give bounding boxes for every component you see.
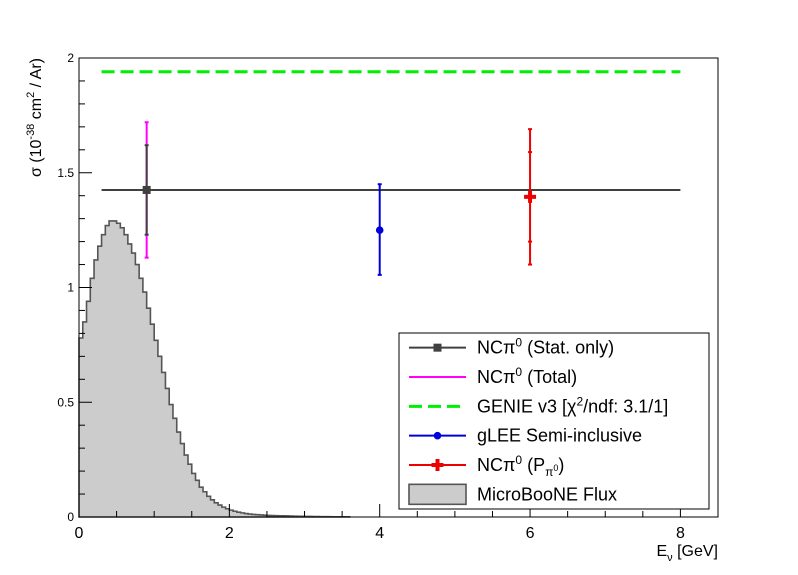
- glee-point: [375, 226, 384, 234]
- y-axis-title-exp1: -38: [25, 124, 37, 140]
- y-tick-label: 1: [67, 281, 74, 295]
- legend-ppi-marker-v: [435, 459, 440, 471]
- legend-label-genie: GENIE v3 [χ2/ndf: 3.1/1]: [477, 394, 668, 416]
- x-axis-title-sub: ν: [667, 552, 673, 564]
- legend-label-ppi: NCπ0 (Pπ0): [477, 453, 564, 479]
- x-axis-title: Eν [GeV]: [656, 543, 718, 564]
- x-tick-label: 0: [75, 525, 84, 542]
- y-tick-label: 1.5: [57, 166, 74, 180]
- y-axis-title-a: σ (10: [28, 140, 45, 178]
- legend-label-total: NCπ0 (Total): [477, 365, 577, 387]
- legend-box: [398, 332, 710, 510]
- y-tick-label: 0.5: [57, 395, 74, 409]
- stat-point: [142, 185, 151, 194]
- legend-label-glee: gLEE Semi-inclusive: [477, 426, 642, 446]
- legend-flux-swatch: [408, 483, 467, 506]
- y-tick-label: 0: [67, 510, 74, 524]
- x-tick-label: 8: [676, 525, 685, 542]
- legend-label-flux: MicroBooNE Flux: [477, 484, 617, 504]
- x-tick-label: 6: [526, 525, 535, 542]
- legend-stat-marker: [433, 343, 442, 352]
- y-axis-title-c: / Ar): [28, 58, 45, 92]
- y-tick-label: 2: [67, 51, 74, 65]
- y-axis-title-b: cm: [28, 98, 45, 124]
- flux-histogram: [78, 220, 351, 518]
- ppi-point-v: [528, 190, 533, 203]
- legend-label-stat: NCπ0 (Stat. only): [477, 336, 614, 358]
- legend-glee-marker: [433, 431, 442, 440]
- x-tick-label: 4: [375, 525, 384, 542]
- x-axis-title-unit: [GeV]: [673, 543, 718, 560]
- y-axis-title: σ (10-38 cm2 / Ar): [25, 58, 45, 177]
- y-axis-title-exp2: 2: [25, 92, 37, 98]
- x-tick-label: 2: [225, 525, 234, 542]
- x-axis-title-main: E: [656, 543, 667, 560]
